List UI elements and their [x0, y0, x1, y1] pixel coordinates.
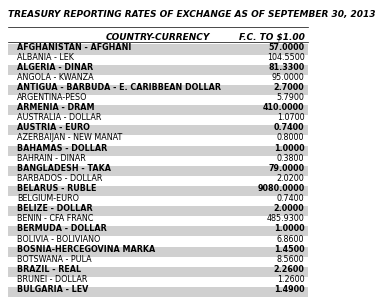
Text: 2.0200: 2.0200 — [277, 174, 305, 183]
Text: 0.7400: 0.7400 — [274, 123, 305, 132]
Text: BOLIVIA - BOLIVIANO: BOLIVIA - BOLIVIANO — [17, 235, 100, 244]
Text: AFGHANISTAN - AFGHANI: AFGHANISTAN - AFGHANI — [17, 43, 132, 52]
Text: BOSNIA-HERCEGOVINA MARKA: BOSNIA-HERCEGOVINA MARKA — [17, 244, 155, 253]
Text: BARBADOS - DOLLAR: BARBADOS - DOLLAR — [17, 174, 102, 183]
Text: BAHAMAS - DOLLAR: BAHAMAS - DOLLAR — [17, 144, 107, 153]
FancyBboxPatch shape — [8, 226, 308, 236]
FancyBboxPatch shape — [8, 206, 308, 216]
Text: 410.0000: 410.0000 — [263, 103, 305, 112]
Text: 57.0000: 57.0000 — [268, 43, 305, 52]
Text: 0.7400: 0.7400 — [277, 194, 305, 203]
Text: BRUNEI - DOLLAR: BRUNEI - DOLLAR — [17, 275, 87, 284]
FancyBboxPatch shape — [8, 247, 308, 257]
FancyBboxPatch shape — [8, 267, 308, 277]
Text: 79.0000: 79.0000 — [268, 164, 305, 173]
Text: 104.5500: 104.5500 — [267, 52, 305, 62]
Text: 0.3800: 0.3800 — [277, 154, 305, 163]
Text: ALGERIA - DINAR: ALGERIA - DINAR — [17, 63, 93, 72]
Text: ALBANIA - LEK: ALBANIA - LEK — [17, 52, 74, 62]
Text: 8.5600: 8.5600 — [277, 255, 305, 264]
Text: 485.9300: 485.9300 — [267, 214, 305, 223]
Text: ARGENTINA-PESO: ARGENTINA-PESO — [17, 93, 88, 102]
FancyBboxPatch shape — [8, 287, 308, 297]
Text: 9080.0000: 9080.0000 — [257, 184, 305, 193]
Text: 95.0000: 95.0000 — [272, 73, 305, 82]
Text: 1.0000: 1.0000 — [274, 224, 305, 233]
Text: 2.0000: 2.0000 — [274, 204, 305, 213]
Text: ANGOLA - KWANZA: ANGOLA - KWANZA — [17, 73, 94, 82]
Text: BAHRAIN - DINAR: BAHRAIN - DINAR — [17, 154, 86, 163]
Text: ARMENIA - DRAM: ARMENIA - DRAM — [17, 103, 95, 112]
Text: ANTIGUA - BARBUDA - E. CARIBBEAN DOLLAR: ANTIGUA - BARBUDA - E. CARIBBEAN DOLLAR — [17, 83, 221, 92]
Text: BOTSWANA - PULA: BOTSWANA - PULA — [17, 255, 92, 264]
Text: TREASURY REPORTING RATES OF EXCHANGE AS OF SEPTEMBER 30, 2013: TREASURY REPORTING RATES OF EXCHANGE AS … — [8, 10, 375, 19]
Text: BENIN - CFA FRANC: BENIN - CFA FRANC — [17, 214, 94, 223]
Text: BELGIUM-EURO: BELGIUM-EURO — [17, 194, 79, 203]
Text: 6.8600: 6.8600 — [277, 235, 305, 244]
Text: BELIZE - DOLLAR: BELIZE - DOLLAR — [17, 204, 93, 213]
Text: AUSTRALIA - DOLLAR: AUSTRALIA - DOLLAR — [17, 113, 101, 122]
Text: BULGARIA - LEV: BULGARIA - LEV — [17, 285, 88, 294]
Text: 1.0000: 1.0000 — [274, 144, 305, 153]
Text: 2.2600: 2.2600 — [274, 265, 305, 274]
Text: F.C. TO $1.00: F.C. TO $1.00 — [239, 33, 305, 42]
Text: COUNTRY-CURRENCY: COUNTRY-CURRENCY — [106, 33, 210, 42]
FancyBboxPatch shape — [8, 146, 308, 156]
FancyBboxPatch shape — [8, 44, 308, 55]
Text: 1.4900: 1.4900 — [274, 285, 305, 294]
Text: 81.3300: 81.3300 — [268, 63, 305, 72]
Text: 5.7900: 5.7900 — [277, 93, 305, 102]
Text: 2.7000: 2.7000 — [274, 83, 305, 92]
Text: AUSTRIA - EURO: AUSTRIA - EURO — [17, 123, 90, 132]
Text: AZERBAIJAN - NEW MANAT: AZERBAIJAN - NEW MANAT — [17, 134, 122, 142]
Text: BRAZIL - REAL: BRAZIL - REAL — [17, 265, 81, 274]
Text: BELARUS - RUBLE: BELARUS - RUBLE — [17, 184, 96, 193]
Text: 1.0700: 1.0700 — [277, 113, 305, 122]
Text: 0.8000: 0.8000 — [277, 134, 305, 142]
Text: BANGLADESH - TAKA: BANGLADESH - TAKA — [17, 164, 111, 173]
FancyBboxPatch shape — [8, 186, 308, 196]
FancyBboxPatch shape — [8, 65, 308, 75]
FancyBboxPatch shape — [8, 105, 308, 115]
Text: 1.2600: 1.2600 — [277, 275, 305, 284]
Text: 1.4500: 1.4500 — [274, 244, 305, 253]
FancyBboxPatch shape — [8, 85, 308, 95]
Text: BERMUDA - DOLLAR: BERMUDA - DOLLAR — [17, 224, 107, 233]
FancyBboxPatch shape — [8, 166, 308, 176]
FancyBboxPatch shape — [8, 125, 308, 135]
